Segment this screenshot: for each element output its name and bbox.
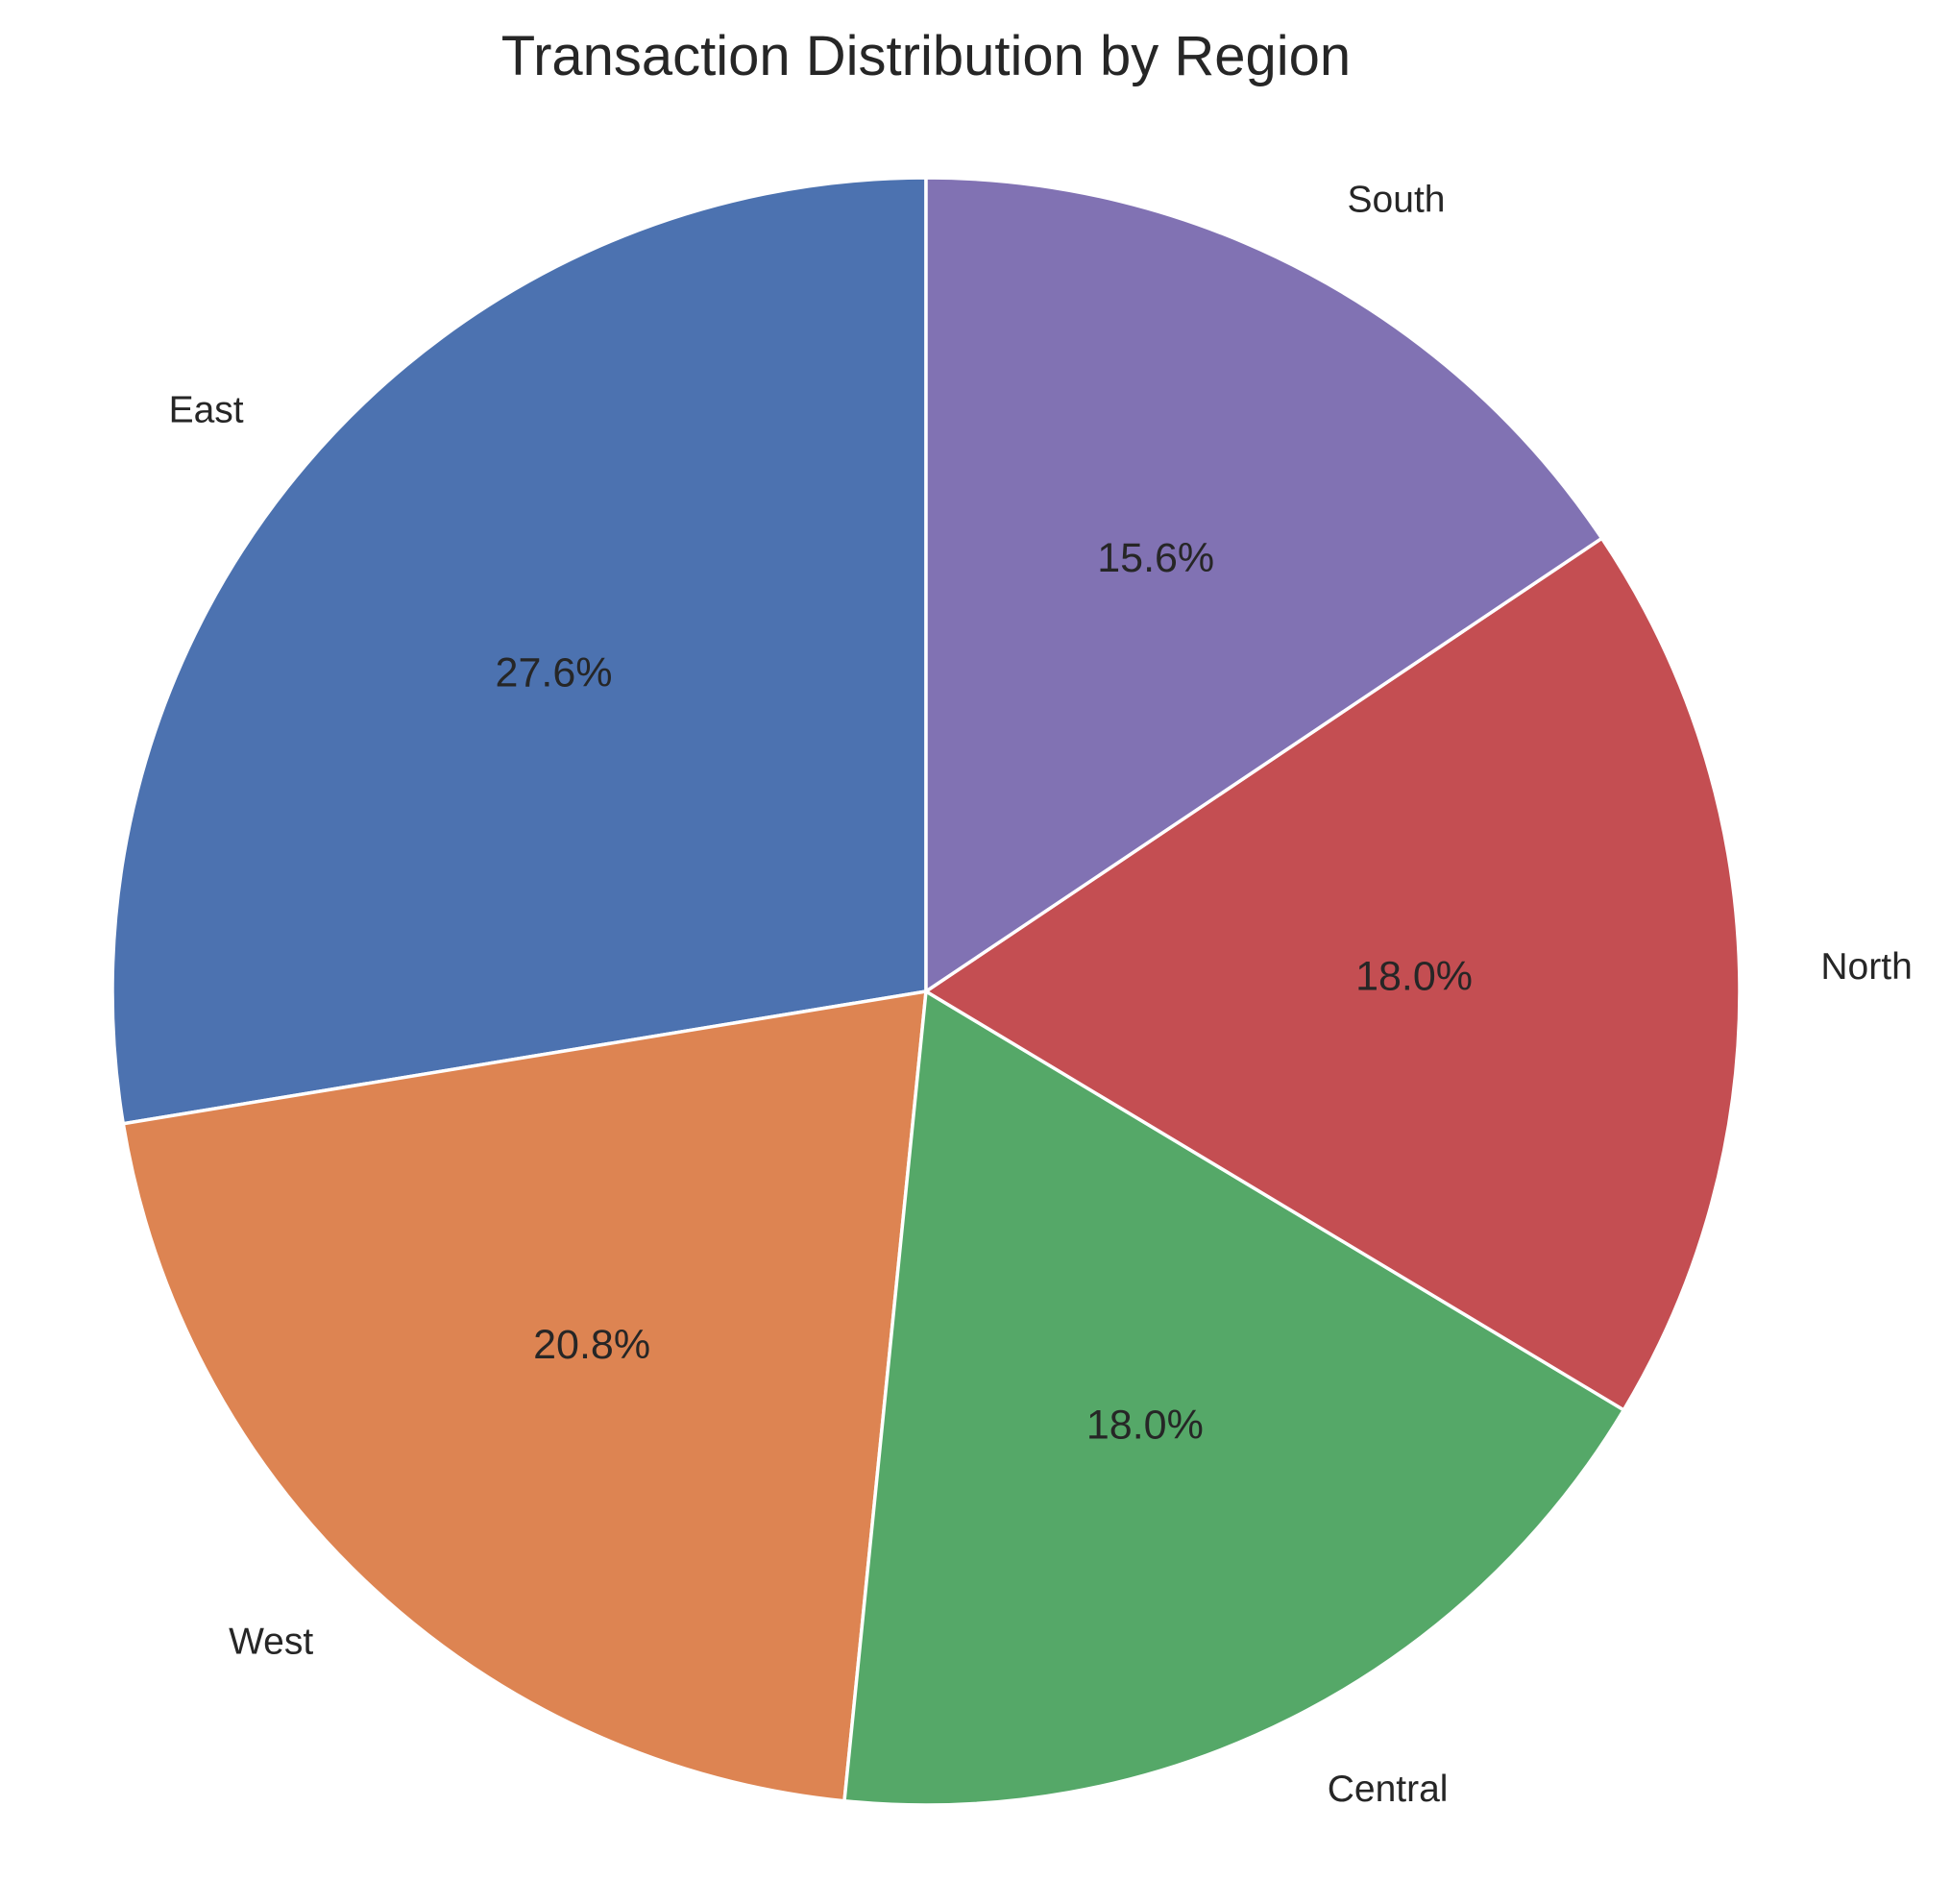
- pie-slice-north: [924, 536, 1742, 1412]
- slice-pct-label-south: 15.6%: [1097, 535, 1214, 581]
- chart-title: Transaction Distribution by Region: [501, 25, 1351, 87]
- slice-label-central: Central: [1328, 1769, 1449, 1810]
- pie-slices: [110, 176, 1742, 1807]
- pie-slice-west: [121, 989, 928, 1803]
- slice-pct-label-central: 18.0%: [1086, 1403, 1204, 1449]
- slice-label-east: East: [169, 389, 244, 430]
- slice-label-west: West: [229, 1621, 313, 1662]
- slice-label-south: South: [1348, 179, 1446, 220]
- pie-slice-central: [842, 989, 1626, 1807]
- pie-slice-east: [110, 176, 928, 1126]
- pie-slice-south: [924, 176, 1604, 993]
- slice-pct-label-west: 20.8%: [533, 1322, 650, 1368]
- pie-labels: East 27.6% West 20.8% Central 18.0% North 18.0%…: [169, 179, 1913, 1810]
- slice-pct-label-north: 18.0%: [1355, 954, 1473, 1000]
- slice-label-north: North: [1820, 946, 1912, 988]
- slice-pct-label-east: 27.6%: [496, 650, 613, 696]
